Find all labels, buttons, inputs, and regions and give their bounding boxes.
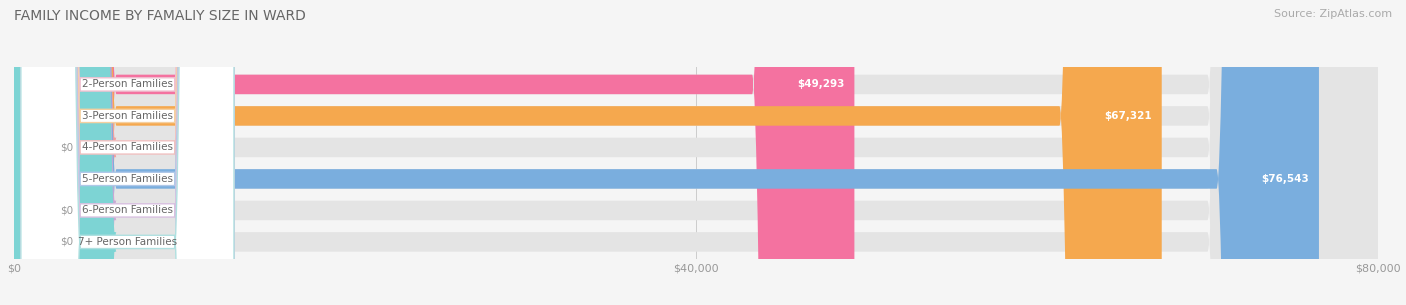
Text: 2-Person Families: 2-Person Families bbox=[82, 79, 173, 89]
Text: 7+ Person Families: 7+ Person Families bbox=[77, 237, 177, 247]
Text: $0: $0 bbox=[60, 142, 73, 152]
Text: 3-Person Families: 3-Person Families bbox=[82, 111, 173, 121]
FancyBboxPatch shape bbox=[14, 0, 855, 305]
FancyBboxPatch shape bbox=[0, 0, 117, 305]
FancyBboxPatch shape bbox=[14, 0, 1378, 305]
Text: $67,321: $67,321 bbox=[1104, 111, 1152, 121]
FancyBboxPatch shape bbox=[21, 0, 233, 305]
FancyBboxPatch shape bbox=[21, 0, 233, 305]
FancyBboxPatch shape bbox=[21, 0, 233, 305]
Text: 6-Person Families: 6-Person Families bbox=[82, 206, 173, 215]
FancyBboxPatch shape bbox=[14, 0, 1378, 305]
Text: $0: $0 bbox=[60, 206, 73, 215]
FancyBboxPatch shape bbox=[21, 0, 233, 305]
FancyBboxPatch shape bbox=[21, 0, 233, 305]
FancyBboxPatch shape bbox=[14, 0, 1378, 305]
Text: 5-Person Families: 5-Person Families bbox=[82, 174, 173, 184]
Text: $76,543: $76,543 bbox=[1261, 174, 1309, 184]
Text: FAMILY INCOME BY FAMALIY SIZE IN WARD: FAMILY INCOME BY FAMALIY SIZE IN WARD bbox=[14, 9, 307, 23]
FancyBboxPatch shape bbox=[21, 0, 233, 305]
Text: $49,293: $49,293 bbox=[797, 79, 844, 89]
FancyBboxPatch shape bbox=[14, 0, 1378, 305]
Text: 4-Person Families: 4-Person Families bbox=[82, 142, 173, 152]
Text: $0: $0 bbox=[60, 237, 73, 247]
FancyBboxPatch shape bbox=[14, 0, 1319, 305]
FancyBboxPatch shape bbox=[14, 0, 1161, 305]
FancyBboxPatch shape bbox=[0, 0, 117, 305]
FancyBboxPatch shape bbox=[14, 0, 1378, 305]
Text: Source: ZipAtlas.com: Source: ZipAtlas.com bbox=[1274, 9, 1392, 19]
FancyBboxPatch shape bbox=[0, 0, 117, 305]
FancyBboxPatch shape bbox=[14, 0, 1378, 305]
